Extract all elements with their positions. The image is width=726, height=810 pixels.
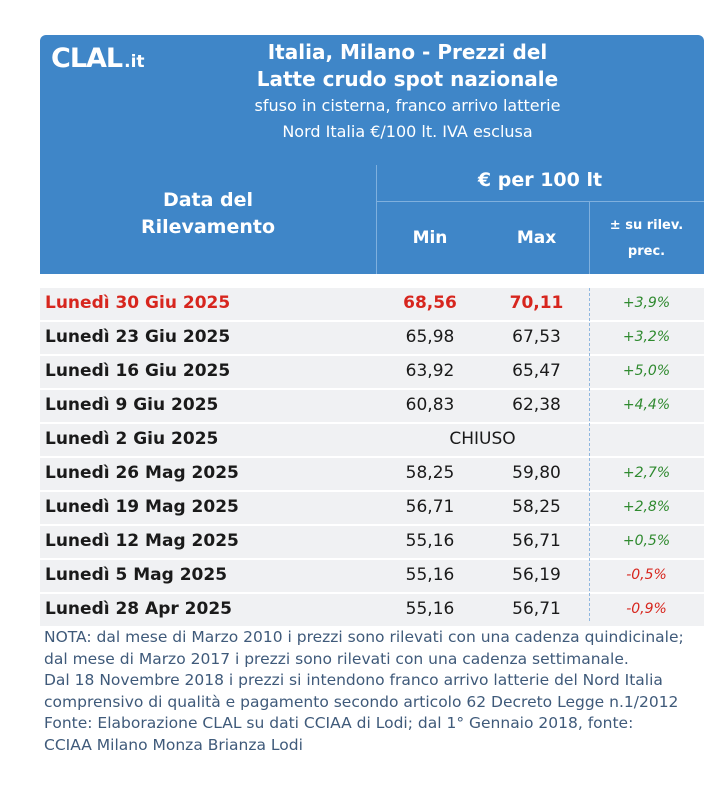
table-header: CLAL .it Italia, Milano - Prezzi del Latt… <box>40 35 704 274</box>
table-row: Lunedì 23 Giu 2025 65,98 67,53 +3,2% <box>40 322 704 354</box>
column-header-date-line-1: Data del <box>162 189 254 211</box>
subtitle-line-1: sfuso in cisterna, franco arrivo latteri… <box>254 96 561 115</box>
row-variation: +5,0% <box>622 363 671 379</box>
table-row: Lunedì 9 Giu 2025 60,83 62,38 +4,4% <box>40 390 704 422</box>
column-header-date-line-2: Rilevamento <box>140 216 276 238</box>
table-row: Lunedì 26 Mag 2025 58,25 59,80 +2,7% <box>40 458 704 490</box>
row-max: 58,25 <box>512 497 561 517</box>
row-date: Lunedì 5 Mag 2025 <box>45 565 228 585</box>
column-header-max: Max <box>516 228 557 248</box>
title-line-2: Latte crudo spot nazionale <box>256 67 559 91</box>
row-date: Lunedì 30 Giu 2025 <box>45 293 231 313</box>
row-min: 56,71 <box>405 497 455 517</box>
title-block: Italia, Milano - Prezzi del Latte crudo … <box>185 39 630 145</box>
note-source: Fonte: Elaborazione CLAL su dati CCIAA d… <box>44 714 634 754</box>
row-date: Lunedì 16 Giu 2025 <box>45 361 231 381</box>
table-body: Lunedì 30 Giu 2025 68,56 70,11 +3,9% Lun… <box>40 280 704 626</box>
row-variation: -0,9% <box>626 601 667 617</box>
row-min: 55,16 <box>405 565 455 585</box>
header-divider-vertical-2 <box>589 201 590 274</box>
row-max: 62,38 <box>512 395 561 415</box>
row-min: 55,16 <box>405 599 455 619</box>
table-row: Lunedì 2 Giu 2025 CHIUSO <box>40 424 704 456</box>
row-max: 56,19 <box>512 565 561 585</box>
column-header-variation-line-1: ± su rilev. <box>609 218 684 233</box>
price-table-card: CLAL .it Italia, Milano - Prezzi del Latt… <box>40 35 704 626</box>
header-divider-vertical <box>376 165 377 274</box>
row-variation: -0,5% <box>626 567 667 583</box>
row-min: 63,92 <box>405 361 455 381</box>
row-min: 68,56 <box>403 293 457 313</box>
note-pricing-basis: Dal 18 Novembre 2018 i prezzi si intendo… <box>44 671 679 711</box>
row-max: 65,47 <box>512 361 561 381</box>
row-min: 65,98 <box>405 327 455 347</box>
header-divider-horizontal <box>376 201 704 202</box>
row-closed-label: CHIUSO <box>449 429 516 449</box>
row-min: 58,25 <box>405 463 455 483</box>
variation-column-separator <box>589 288 590 621</box>
row-min: 60,83 <box>405 395 455 415</box>
column-header-variation-line-2: prec. <box>627 244 666 259</box>
subtitle-line-2: Nord Italia €/100 lt. IVA esclusa <box>282 122 533 141</box>
column-group-header: € per 100 lt <box>477 169 603 191</box>
table-row: Lunedì 16 Giu 2025 63,92 65,47 +5,0% <box>40 356 704 388</box>
row-variation: +3,9% <box>622 295 671 311</box>
table-row: Lunedì 12 Mag 2025 55,16 56,71 +0,5% <box>40 526 704 558</box>
row-variation: +0,5% <box>622 533 671 549</box>
table-row: Lunedì 19 Mag 2025 56,71 58,25 +2,8% <box>40 492 704 524</box>
row-date: Lunedì 23 Giu 2025 <box>45 327 231 347</box>
row-date: Lunedì 26 Mag 2025 <box>45 463 239 483</box>
row-variation: +4,4% <box>622 397 671 413</box>
row-variation: +3,2% <box>622 329 671 345</box>
row-date: Lunedì 12 Mag 2025 <box>45 531 239 551</box>
row-date: Lunedì 9 Giu 2025 <box>45 395 219 415</box>
logo-main-text: CLAL <box>51 43 123 74</box>
column-header-min: Min <box>412 228 448 248</box>
row-max: 70,11 <box>509 293 564 313</box>
row-max: 67,53 <box>512 327 561 347</box>
row-date: Lunedì 28 Apr 2025 <box>45 599 232 619</box>
table-row: Lunedì 5 Mag 2025 55,16 56,19 -0,5% <box>40 560 704 592</box>
row-date: Lunedì 19 Mag 2025 <box>45 497 239 517</box>
notes-block: NOTA: dal mese di Marzo 2010 i prezzi so… <box>44 627 684 757</box>
table-row: Lunedì 30 Giu 2025 68,56 70,11 +3,9% <box>40 288 704 320</box>
logo-suffix-text: .it <box>124 52 145 72</box>
row-variation: +2,7% <box>622 465 671 481</box>
row-min: 55,16 <box>405 531 455 551</box>
note-frequency: NOTA: dal mese di Marzo 2010 i prezzi so… <box>44 628 684 668</box>
row-max: 59,80 <box>512 463 561 483</box>
clal-logo[interactable]: CLAL .it <box>51 43 145 74</box>
row-variation: +2,8% <box>622 499 671 515</box>
column-header-variation: ± su rilev. prec. <box>589 213 704 265</box>
column-header-date: Data del Rilevamento <box>40 187 376 241</box>
row-max: 56,71 <box>512 531 561 551</box>
table-row: Lunedì 28 Apr 2025 55,16 56,71 -0,9% <box>40 594 704 626</box>
row-date: Lunedì 2 Giu 2025 <box>45 429 219 449</box>
title-line-1: Italia, Milano - Prezzi del <box>267 40 548 64</box>
row-max: 56,71 <box>512 599 561 619</box>
